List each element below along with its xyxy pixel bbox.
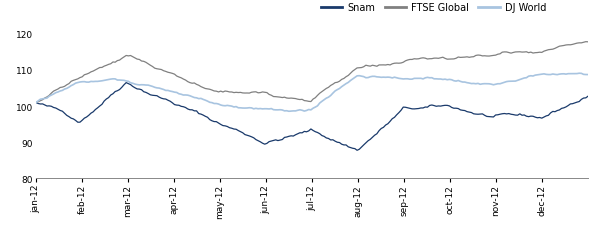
DJ World [43,97,50,100]
DJ World [422,77,429,80]
Snam [32,102,40,104]
FTSE Global [32,102,40,104]
Snam [475,113,482,116]
DJ World [32,102,40,104]
FTSE Global [571,43,578,46]
Snam [424,106,431,109]
Snam [389,118,396,120]
Line: FTSE Global: FTSE Global [36,42,588,103]
Snam [575,101,583,104]
FTSE Global [470,56,477,59]
DJ World [197,98,205,100]
Snam [353,149,361,152]
DJ World [584,74,592,76]
DJ World [386,76,394,79]
FTSE Global [384,64,391,67]
Legend: Snam, FTSE Global, DJ World: Snam, FTSE Global, DJ World [317,0,550,17]
Snam [200,114,207,117]
FTSE Global [584,41,592,44]
Line: Snam: Snam [36,83,588,151]
FTSE Global [582,41,589,44]
DJ World [574,73,581,76]
FTSE Global [43,96,50,99]
DJ World [472,83,479,86]
DJ World [286,110,293,113]
Snam [584,95,592,98]
FTSE Global [197,86,205,89]
Snam [43,105,50,108]
DJ World [575,73,583,75]
Snam [122,82,130,85]
FTSE Global [419,57,427,60]
Line: DJ World: DJ World [36,74,588,112]
